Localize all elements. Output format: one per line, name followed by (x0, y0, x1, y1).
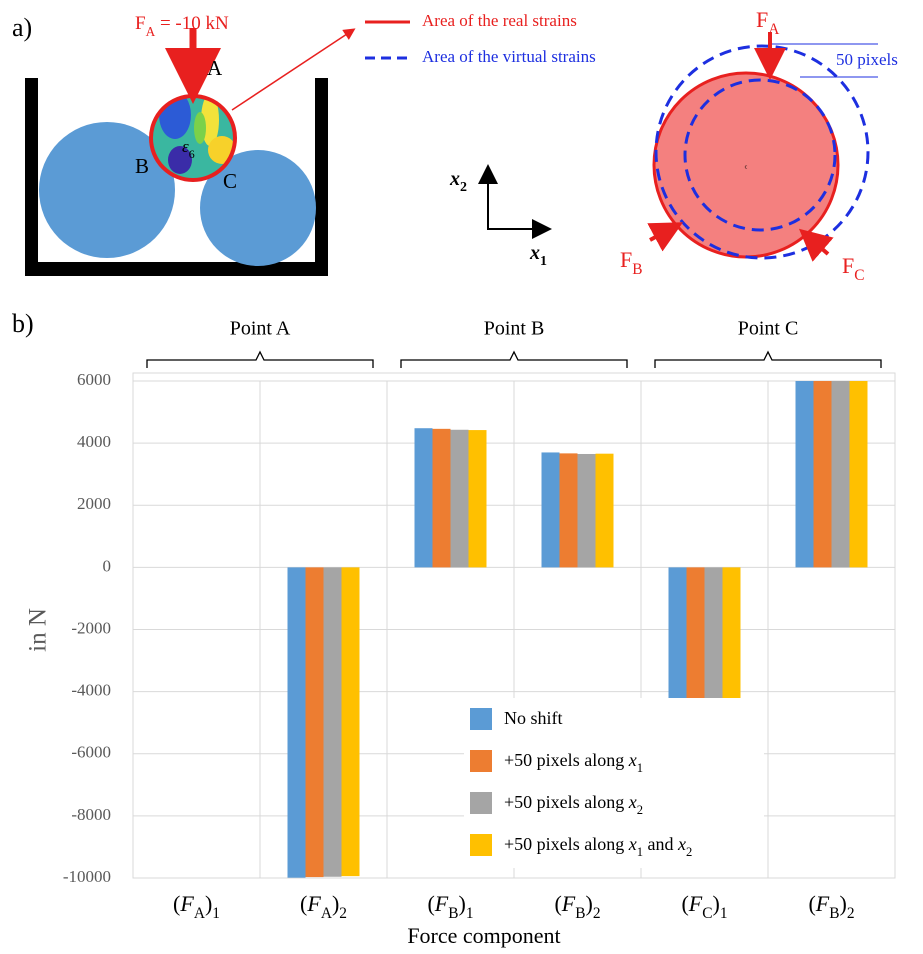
bar (668, 567, 687, 708)
axis-label: x2 (449, 168, 467, 195)
legend-label: No shift (504, 708, 563, 728)
x-tick-label: (FC)1 (681, 891, 727, 922)
group-brace (146, 350, 374, 368)
bar (305, 567, 324, 878)
legend-swatch (470, 792, 492, 814)
roller-c (200, 150, 316, 266)
panel-label: a) (12, 13, 32, 42)
legend-swatch (470, 708, 492, 730)
legend-label: +50 pixels along x2 (504, 792, 643, 817)
y-tick-label: -10000 (63, 867, 111, 886)
group-brace (400, 350, 628, 368)
bar (595, 453, 614, 568)
bar (831, 381, 850, 568)
bar (577, 453, 596, 568)
legend-swatch (470, 834, 492, 856)
bar (541, 452, 560, 568)
y-tick-label: 2000 (77, 494, 111, 513)
legend-label: Area of the real strains (422, 11, 577, 30)
strain-map (151, 96, 235, 180)
y-tick-label: -8000 (71, 805, 111, 824)
panel-label: b) (12, 309, 34, 338)
group-label: Point B (484, 318, 545, 340)
strain-label: ε6 (182, 137, 195, 161)
bar (450, 429, 469, 568)
bar (287, 567, 306, 878)
force-label: FB (620, 247, 643, 278)
legend-swatch (470, 750, 492, 772)
bar (468, 430, 487, 568)
bar (849, 381, 868, 568)
bar (813, 381, 832, 568)
x-tick-label: (FB)2 (808, 891, 854, 922)
load-label: FA = -10 kN (135, 13, 229, 38)
roller-b (39, 122, 175, 258)
legend-label: Area of the virtual strains (422, 47, 596, 66)
y-tick-label: -2000 (71, 618, 111, 637)
bar (722, 567, 741, 705)
y-tick-label: 6000 (77, 370, 111, 389)
bar (559, 453, 578, 568)
shift-label: 50 pixels (836, 50, 898, 69)
point-label: A (207, 56, 223, 80)
y-tick-label: -6000 (71, 743, 111, 762)
x-tick-label: (FA)2 (300, 891, 347, 922)
x-axis-label: Force component (407, 923, 560, 948)
force-arrow (647, 222, 684, 252)
virtual-strain-area (683, 78, 837, 232)
group-label: Point C (738, 318, 799, 340)
panel-a: a) FA = -10 kN A B C ε6 Area of the real… (12, 7, 898, 284)
group-brace (654, 350, 882, 368)
y-axis-label: in N (25, 608, 52, 652)
group-label: Point A (230, 318, 291, 340)
bar (704, 567, 723, 706)
x-tick-label: (FB)1 (427, 891, 473, 922)
bar (323, 567, 342, 877)
y-tick-label: 0 (103, 556, 112, 575)
axis-label: x1 (529, 242, 547, 269)
bar (795, 381, 814, 568)
point-label: B (135, 154, 149, 178)
plot-frame (132, 372, 896, 879)
legend-box (464, 698, 764, 868)
center-label: c (745, 164, 748, 170)
force-label: FA (756, 7, 779, 38)
y-tick-label: 4000 (77, 432, 111, 451)
bar (341, 567, 360, 877)
legend-label: +50 pixels along x1 and x2 (504, 834, 692, 859)
y-tick-label: -4000 (71, 681, 111, 700)
x-tick-label: (FA)1 (173, 891, 220, 922)
bar (686, 567, 705, 707)
virtual-strain-area (654, 44, 870, 260)
force-arrow (798, 228, 834, 262)
bar (432, 428, 451, 568)
legend-label: +50 pixels along x1 (504, 750, 643, 775)
pointer (231, 28, 356, 111)
x-tick-label: (FB)2 (554, 891, 600, 922)
bar (414, 428, 433, 568)
point-label: C (223, 169, 237, 193)
force-label: FC (842, 253, 865, 284)
